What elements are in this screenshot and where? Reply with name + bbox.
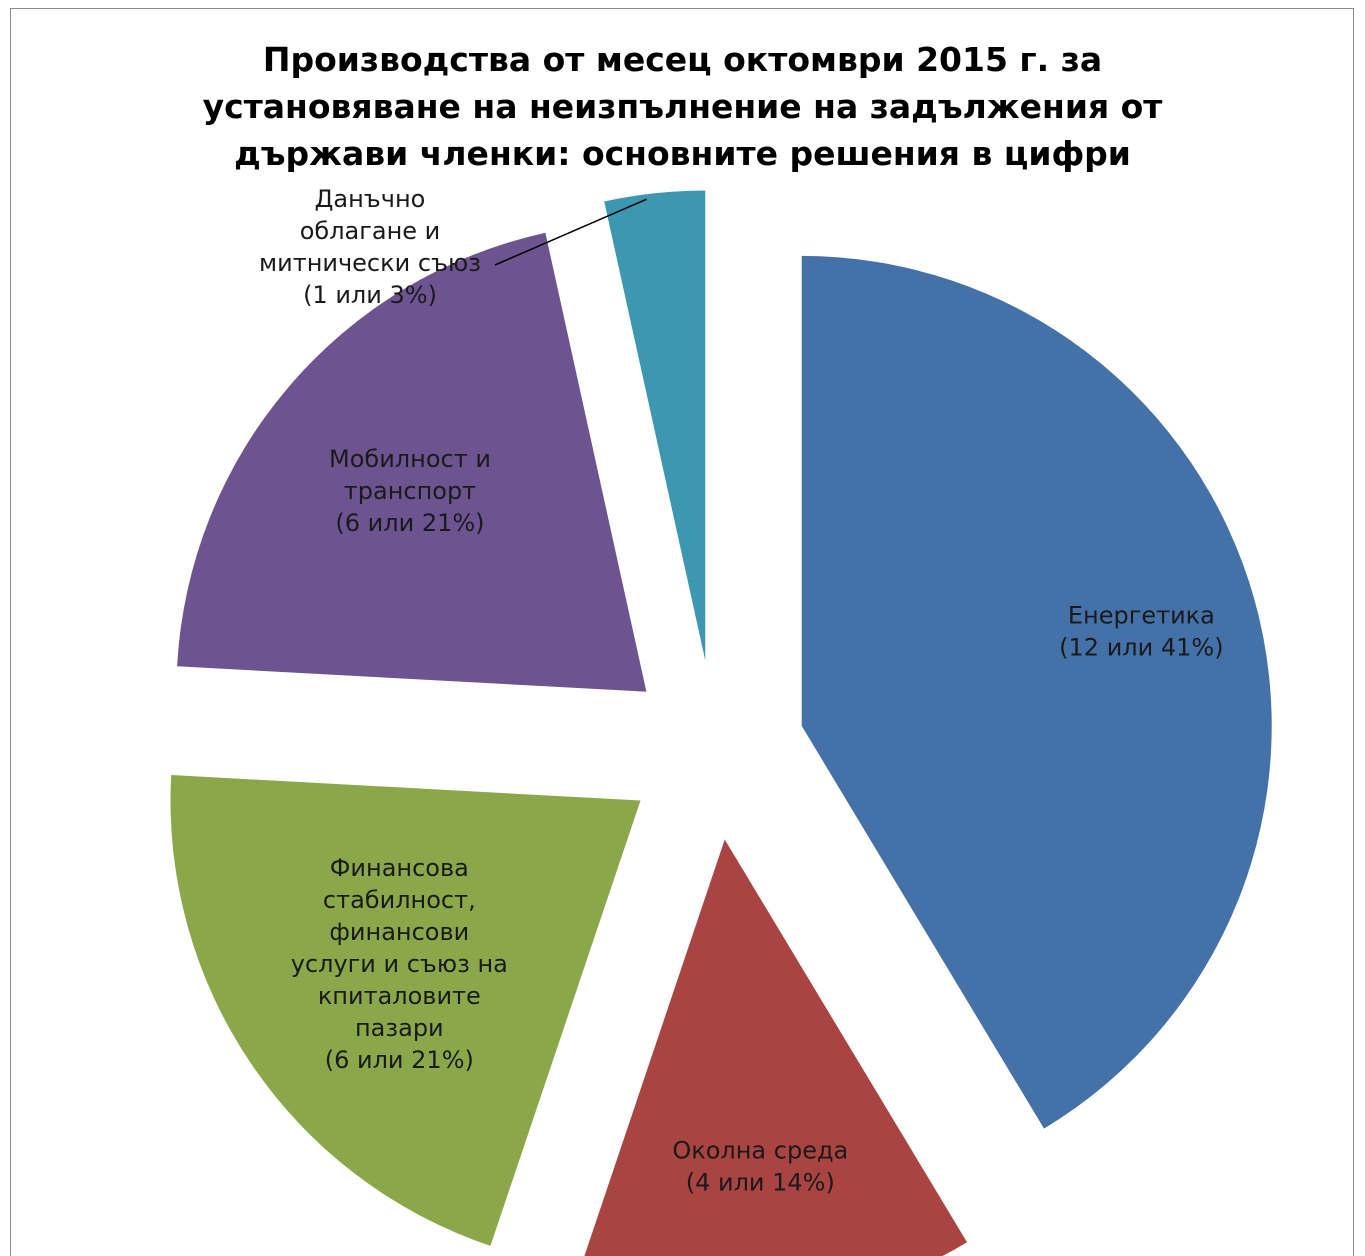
slice-label-line: облагане и xyxy=(300,217,441,245)
leader-line xyxy=(494,198,647,266)
slice-label-line: Мобилност и xyxy=(329,445,491,473)
slice-label: Околна среда (4 или 14%) xyxy=(672,1137,848,1197)
pie-slice xyxy=(584,839,968,1256)
chart-title-line-3: държави членки: основните решения в цифр… xyxy=(234,134,1131,173)
pie-slice xyxy=(801,255,1272,1129)
slice-label-line: (6 или 21%) xyxy=(335,509,484,537)
slice-label: Финансова стабилност, финансови услуги и съ… xyxy=(291,854,508,1074)
slice-label-line: финансови xyxy=(329,918,469,946)
chart-title: Производства от месец октомври 2015 г. з… xyxy=(0,36,1365,177)
slice-label: Данъчно облагане и митнически съюз (1 или 3… xyxy=(259,185,481,309)
pie-slice xyxy=(177,232,647,692)
slice-label-line: кпиталовите xyxy=(318,982,481,1010)
slice-label-line: услуги и съюз на xyxy=(291,950,508,978)
pie-slice xyxy=(604,190,706,661)
slice-label-line: (4 или 14%) xyxy=(686,1169,835,1197)
chart-title-line-2: установяване на неизпълнение на задължен… xyxy=(202,87,1163,126)
slice-label-line: (12 или 41%) xyxy=(1059,634,1223,662)
slice-label-line: стабилност, xyxy=(323,886,476,914)
slice-label: Енергетика (12 или 41%) xyxy=(1059,602,1223,662)
slice-label-line: Данъчно xyxy=(315,185,426,213)
slice-label-line: (1 или 3%) xyxy=(303,281,437,309)
chart-frame xyxy=(10,8,1354,1256)
slice-label-line: Финансова xyxy=(330,854,469,882)
slice-label-line: (6 или 21%) xyxy=(325,1046,474,1074)
slice-label-line: пазари xyxy=(355,1014,444,1042)
slice-label-line: транспорт xyxy=(344,477,476,505)
slice-label-line: Енергетика xyxy=(1068,602,1215,630)
slice-label-line: митнически съюз xyxy=(259,249,481,277)
slice-label-line: Околна среда xyxy=(672,1137,848,1165)
pie-slice xyxy=(170,775,641,1246)
slice-label: Мобилност и транспорт (6 или 21%) xyxy=(329,445,491,537)
chart-title-line-1: Производства от месец октомври 2015 г. з… xyxy=(262,40,1103,79)
